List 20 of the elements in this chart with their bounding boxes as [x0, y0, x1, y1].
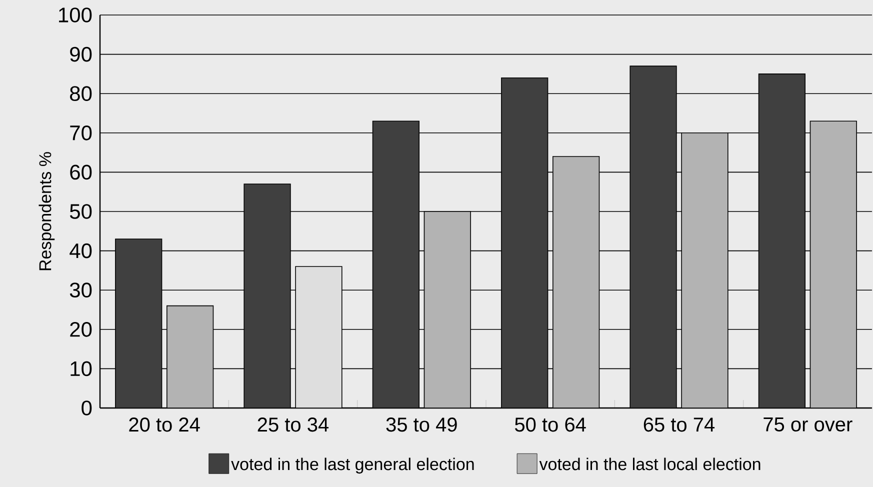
y-tick-label: 90	[70, 46, 92, 62]
y-tick-label: 10	[70, 361, 92, 376]
x-tick-label: 35 to 49	[386, 418, 457, 432]
legend-label: voted in the last general election	[231, 458, 474, 474]
y-tick-label: 80	[70, 86, 92, 102]
x-tick-label: 65 to 74	[644, 418, 715, 432]
y-tick-label: 60	[70, 164, 92, 180]
x-tick-label: 50 to 64	[514, 418, 586, 432]
legend-label: voted in the last local election	[539, 458, 760, 470]
y-axis-title: Respondents %	[38, 152, 55, 270]
y-tick-label: 40	[70, 243, 92, 258]
y-tick-label: 100	[59, 8, 92, 22]
y-tick-label: 0	[82, 400, 92, 416]
y-tick-label: 50	[70, 204, 92, 219]
x-tick-label: 25 to 34	[258, 418, 329, 432]
y-tick-label: 70	[70, 125, 92, 140]
y-tick-label: 20	[70, 322, 92, 337]
x-tick-label: 75 or over	[764, 418, 852, 432]
x-tick-label: 20 to 24	[129, 418, 200, 432]
y-tick-label: 30	[70, 282, 92, 298]
